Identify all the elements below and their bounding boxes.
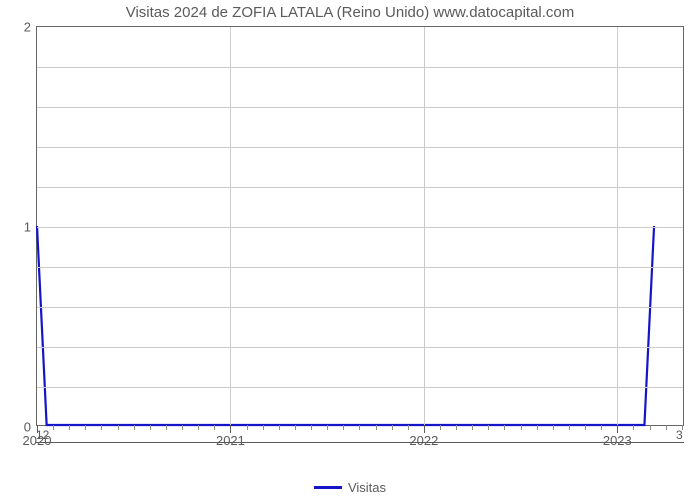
x-tick-label: 2021 [216,425,245,448]
y-minor-gridline [37,387,683,388]
y-minor-gridline [37,307,683,308]
x-minor-tick [440,425,441,430]
legend-swatch [314,486,342,489]
x-gridline [424,27,425,425]
x-minor-tick [376,425,377,430]
y-minor-gridline [37,107,683,108]
x-minor-tick [101,425,102,430]
x-tick-label: 2022 [409,425,438,448]
x-gridline [617,27,618,425]
x-minor-tick [295,425,296,430]
x-minor-tick [553,425,554,430]
x-minor-tick [247,425,248,430]
x-minor-tick [456,425,457,430]
x-minor-tick [633,425,634,430]
secondary-axis-left-label: 12 [36,428,49,442]
chart-title: Visitas 2024 de ZOFIA LATALA (Reino Unid… [0,4,700,21]
x-minor-tick [214,425,215,430]
y-minor-gridline [37,67,683,68]
y-minor-gridline [37,267,683,268]
x-minor-tick [504,425,505,430]
y-minor-gridline [37,187,683,188]
x-minor-tick [263,425,264,430]
x-minor-tick [118,425,119,430]
legend: Visitas [314,480,386,495]
x-minor-tick [85,425,86,430]
x-minor-tick [166,425,167,430]
x-minor-tick [408,425,409,430]
y-minor-gridline [37,347,683,348]
x-minor-tick [53,425,54,430]
x-minor-tick [134,425,135,430]
x-minor-tick [521,425,522,430]
y-tick-label: 1 [24,220,37,235]
y-tick-label: 0 [24,420,37,435]
x-minor-tick [150,425,151,430]
data-series [37,27,683,425]
x-minor-tick [650,425,651,430]
x-minor-tick [69,425,70,430]
x-minor-tick [279,425,280,430]
x-minor-tick [472,425,473,430]
x-minor-tick [585,425,586,430]
x-minor-tick [392,425,393,430]
y-minor-gridline [37,147,683,148]
x-minor-tick [569,425,570,430]
secondary-axis-line [36,442,684,443]
x-minor-tick [343,425,344,430]
y-gridline [37,227,683,228]
x-minor-tick [488,425,489,430]
plot-area: 2020202120222023012 [36,26,684,426]
x-minor-tick [198,425,199,430]
chart-container: Visitas 2024 de ZOFIA LATALA (Reino Unid… [0,0,700,500]
x-tick-label: 2023 [603,425,632,448]
x-minor-tick [182,425,183,430]
y-tick-label: 2 [24,20,37,35]
x-minor-tick [359,425,360,430]
legend-label: Visitas [348,480,386,495]
secondary-axis-right-label: 3 [676,428,683,442]
x-minor-tick [537,425,538,430]
x-gridline [230,27,231,425]
x-minor-tick [311,425,312,430]
x-minor-tick [666,425,667,430]
x-minor-tick [327,425,328,430]
x-minor-tick [601,425,602,430]
